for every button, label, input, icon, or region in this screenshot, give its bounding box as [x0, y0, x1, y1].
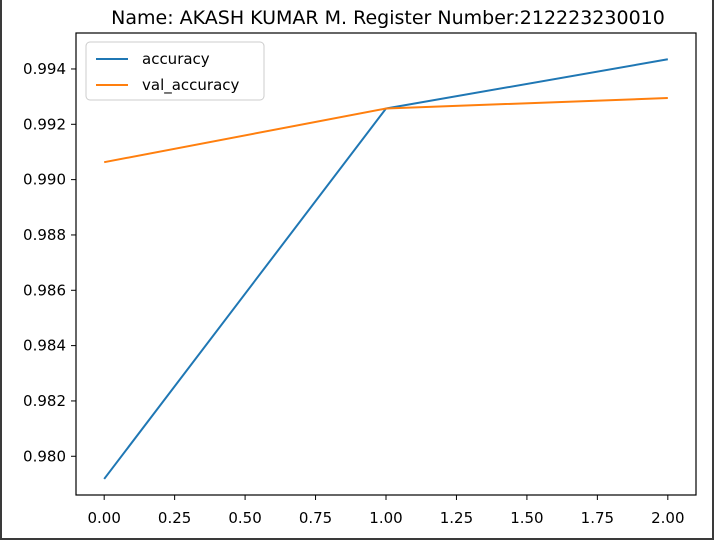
x-tick-label: 1.50 — [510, 509, 543, 527]
x-tick-label: 0.25 — [158, 509, 191, 527]
x-tick-label: 2.00 — [651, 509, 684, 527]
y-tick-label: 0.980 — [23, 447, 66, 465]
y-tick-label: 0.984 — [23, 337, 66, 355]
x-tick-label: 0.00 — [87, 509, 120, 527]
chart-title: Name: AKASH KUMAR M. Register Number:212… — [111, 7, 665, 29]
series-line-accuracy — [103, 58, 668, 480]
series-line-val-accuracy — [103, 97, 668, 164]
x-tick-label: 0.75 — [299, 509, 332, 527]
legend-box — [85, 41, 265, 101]
x-tick-label: 1.75 — [581, 509, 614, 527]
legend-label-accuracy: accuracy — [142, 50, 210, 68]
x-tick-label: 1.00 — [369, 509, 402, 527]
y-tick-label: 0.990 — [23, 171, 66, 189]
window-edge-bottom — [0, 538, 714, 540]
y-tick-label: 0.992 — [23, 115, 66, 133]
y-tick-label: 0.982 — [23, 392, 66, 410]
y-tick-label: 0.994 — [23, 60, 66, 78]
x-tick-label: 1.25 — [440, 509, 473, 527]
plot-area: 0.00 0.25 0.50 0.75 1.00 1.25 1.50 1.75 2.00 0.98… — [23, 32, 697, 527]
legend: accuracy val_accuracy — [85, 41, 265, 101]
axes-frame — [75, 32, 697, 496]
y-tick-label: 0.986 — [23, 281, 66, 299]
x-tick-label: 0.50 — [228, 509, 261, 527]
window-edge-right — [712, 0, 714, 540]
legend-label-val-accuracy: val_accuracy — [142, 76, 240, 95]
window-edge-left — [0, 0, 2, 540]
y-tick-label: 0.988 — [23, 226, 66, 244]
